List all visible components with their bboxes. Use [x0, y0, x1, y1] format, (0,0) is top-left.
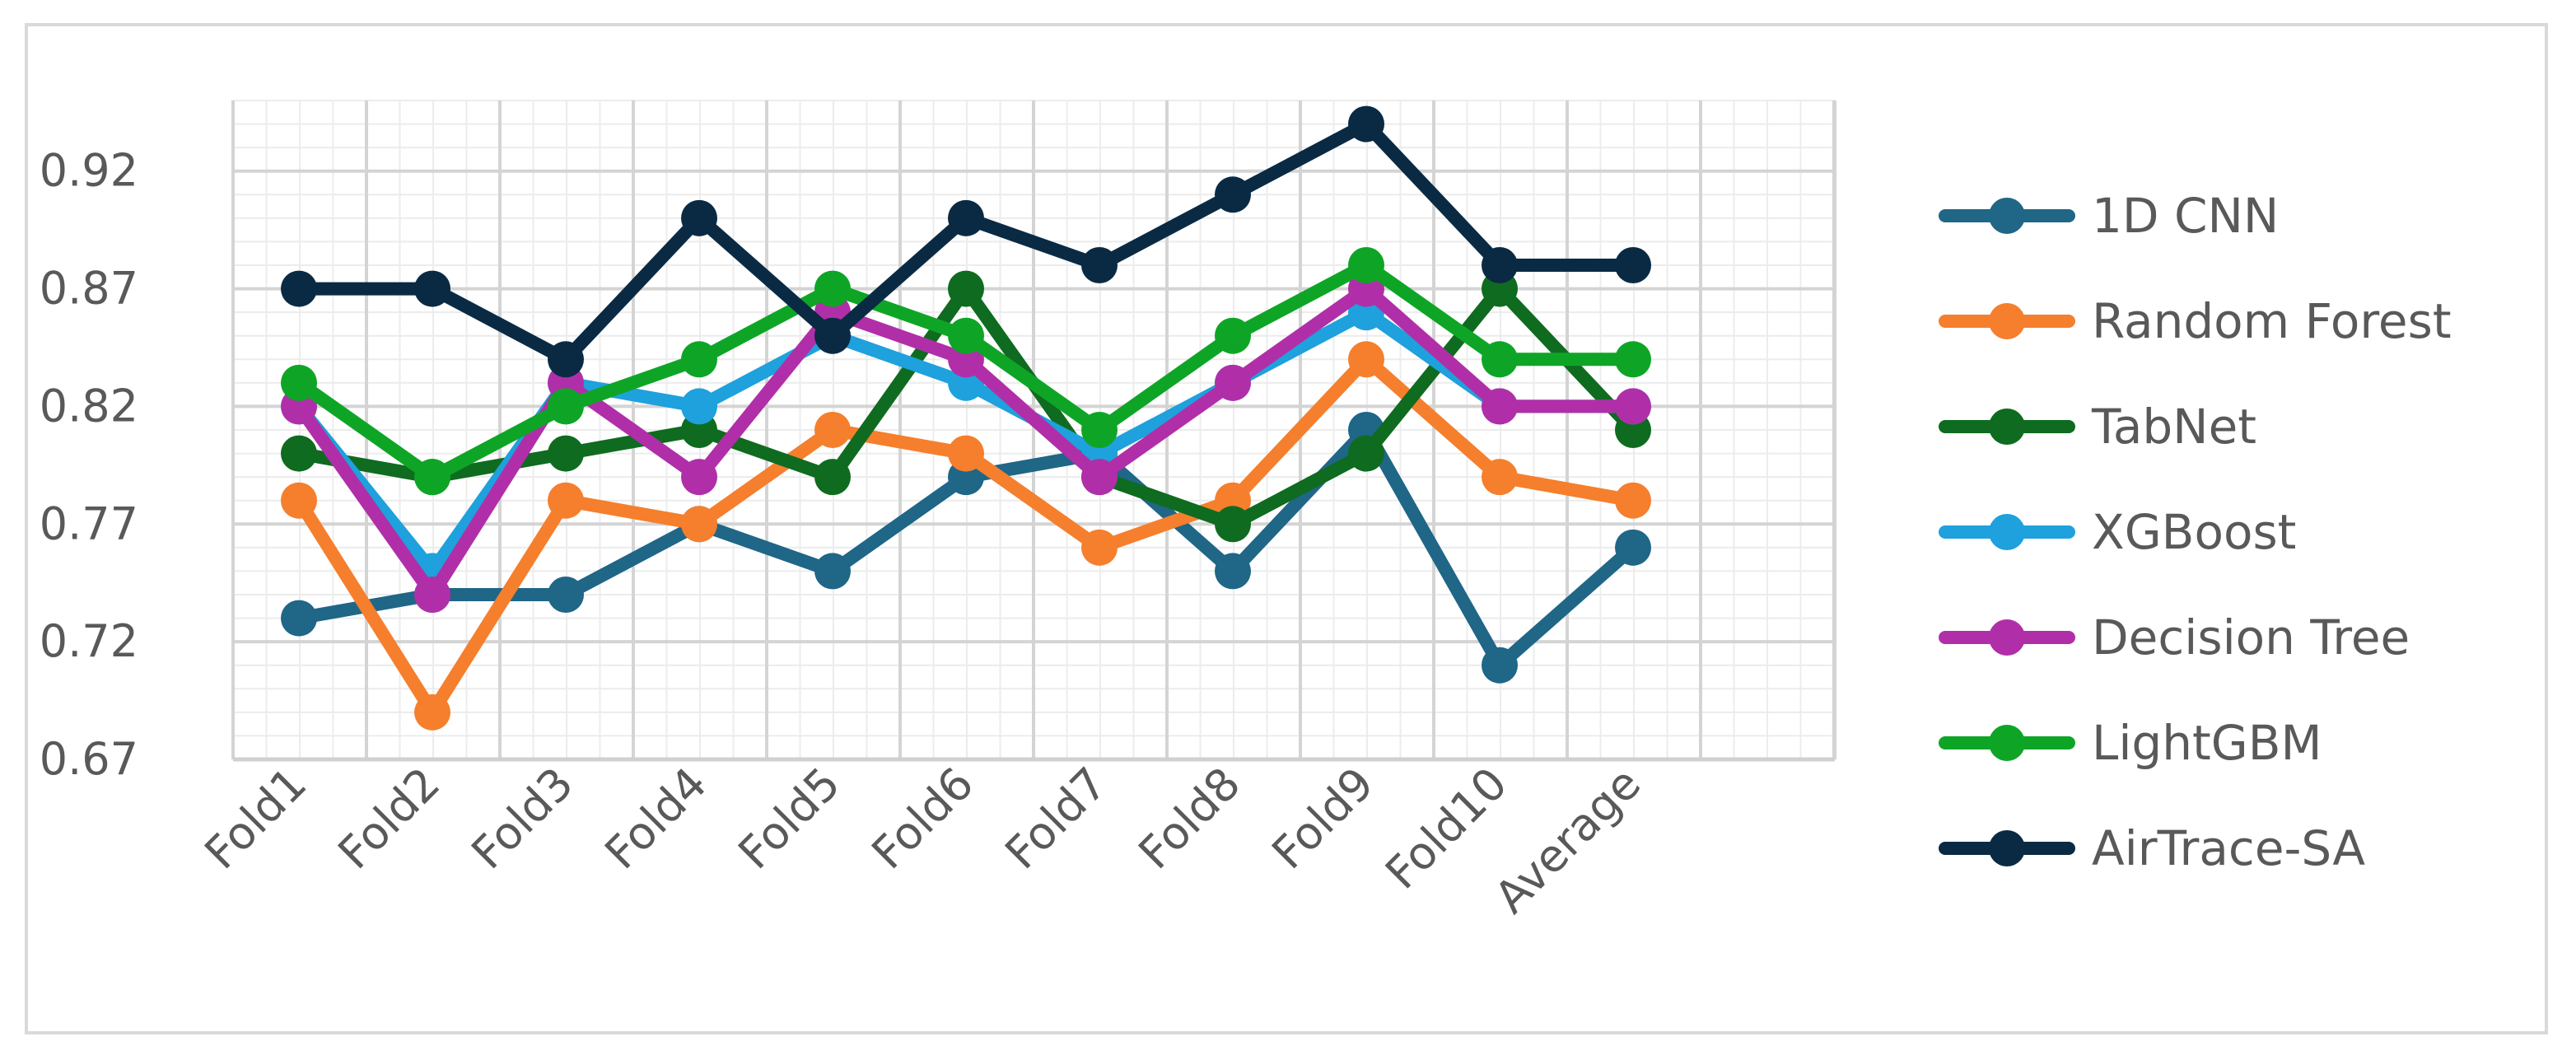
x-tick-label: Fold6 [862, 758, 984, 880]
data-point [1348, 435, 1384, 472]
data-point [1081, 412, 1118, 448]
legend-item: LightGBM [1939, 715, 2322, 771]
data-point [1348, 341, 1384, 378]
x-axis-ticks: Fold1 Fold2 Fold3 Fold4 Fold5 Fold6 Fold7 Fold8… [195, 758, 1651, 923]
data-point [414, 693, 450, 731]
data-point [681, 506, 717, 543]
series-lightgbm [281, 247, 1651, 496]
legend-item: Decision Tree [1939, 609, 2410, 665]
data-point [681, 341, 717, 378]
data-point [281, 270, 317, 307]
legend-label: Random Forest [2092, 293, 2452, 349]
data-point [1215, 176, 1251, 213]
data-point [414, 577, 450, 613]
legend-marker [1989, 409, 2025, 445]
y-tick-label: 0.87 [40, 263, 138, 315]
y-tick-label: 0.67 [40, 733, 138, 785]
y-tick-label: 0.82 [40, 380, 138, 432]
data-point [1215, 506, 1251, 543]
data-point [1081, 529, 1118, 566]
data-point [1615, 482, 1651, 519]
x-tick-label: Fold2 [329, 758, 450, 880]
data-point [948, 317, 984, 354]
data-point [1482, 459, 1518, 496]
legend-label: TabNet [2091, 399, 2256, 455]
data-point [548, 388, 584, 425]
legend-marker [1989, 514, 2025, 550]
data-point [814, 317, 851, 354]
data-point [814, 459, 851, 496]
legend-label: Decision Tree [2092, 609, 2410, 665]
data-point [681, 459, 717, 496]
data-point [1215, 364, 1251, 401]
data-point [1615, 529, 1651, 566]
legend-item: Random Forest [1939, 293, 2452, 349]
legend: 1D CNN Random Forest TabNet XGBoost Decision… [1939, 188, 2452, 876]
data-point [548, 341, 584, 378]
data-point [281, 435, 317, 472]
data-point [1615, 247, 1651, 283]
legend-item: TabNet [1939, 399, 2256, 455]
legend-item: 1D CNN [1939, 188, 2279, 244]
data-point [1081, 459, 1118, 496]
y-tick-label: 0.92 [40, 145, 138, 197]
data-point [1615, 341, 1651, 378]
x-tick-label: Fold4 [595, 758, 717, 880]
legend-label: AirTrace-SA [2092, 820, 2365, 876]
data-point [548, 577, 584, 613]
data-point [1215, 553, 1251, 590]
legend-marker [1989, 830, 2025, 866]
x-tick-label: Fold7 [996, 758, 1118, 880]
data-point [548, 482, 584, 519]
x-tick-label: Fold5 [729, 758, 851, 880]
legend-label: 1D CNN [2092, 188, 2279, 244]
data-point [414, 459, 450, 496]
data-point [281, 600, 317, 637]
data-point [1482, 341, 1518, 378]
series-lines [281, 105, 1651, 731]
legend-label: LightGBM [2092, 715, 2322, 771]
data-point [1215, 317, 1251, 354]
legend-marker [1989, 619, 2025, 656]
x-tick-label: Fold9 [1262, 758, 1384, 880]
data-point [681, 388, 717, 425]
legend-label: XGBoost [2092, 504, 2296, 560]
legend-marker [1989, 303, 2025, 339]
data-point [1482, 247, 1518, 283]
y-tick-label: 0.77 [40, 497, 138, 549]
data-point [281, 482, 317, 519]
data-point [814, 412, 851, 448]
data-point [814, 270, 851, 307]
data-point [1615, 388, 1651, 425]
data-point [1348, 105, 1384, 142]
data-point [281, 364, 317, 401]
legend-marker [1989, 198, 2025, 234]
y-tick-label: 0.72 [40, 615, 138, 667]
legend-item: AirTrace-SA [1939, 820, 2365, 876]
x-tick-label: Average [1485, 758, 1650, 923]
data-point [1081, 247, 1118, 283]
series-airtrace-sa [281, 105, 1651, 378]
data-point [1348, 247, 1384, 283]
data-point [1482, 388, 1518, 425]
chart-frame [25, 23, 2548, 1034]
series-decision-tree [281, 270, 1651, 613]
y-axis-ticks: 0.67 0.72 0.77 0.82 0.87 0.92 [40, 145, 138, 785]
data-point [681, 199, 717, 236]
legend-marker [1989, 725, 2025, 761]
data-point [1482, 647, 1518, 684]
x-tick-label: Fold3 [462, 758, 584, 880]
x-tick-label: Fold8 [1129, 758, 1251, 880]
data-point [948, 435, 984, 472]
data-point [814, 553, 851, 590]
data-point [548, 435, 584, 472]
data-point [948, 199, 984, 236]
data-point [948, 270, 984, 307]
legend-item: XGBoost [1939, 504, 2296, 560]
grid [231, 100, 1836, 762]
data-point [414, 270, 450, 307]
x-tick-label: Fold1 [195, 758, 317, 880]
